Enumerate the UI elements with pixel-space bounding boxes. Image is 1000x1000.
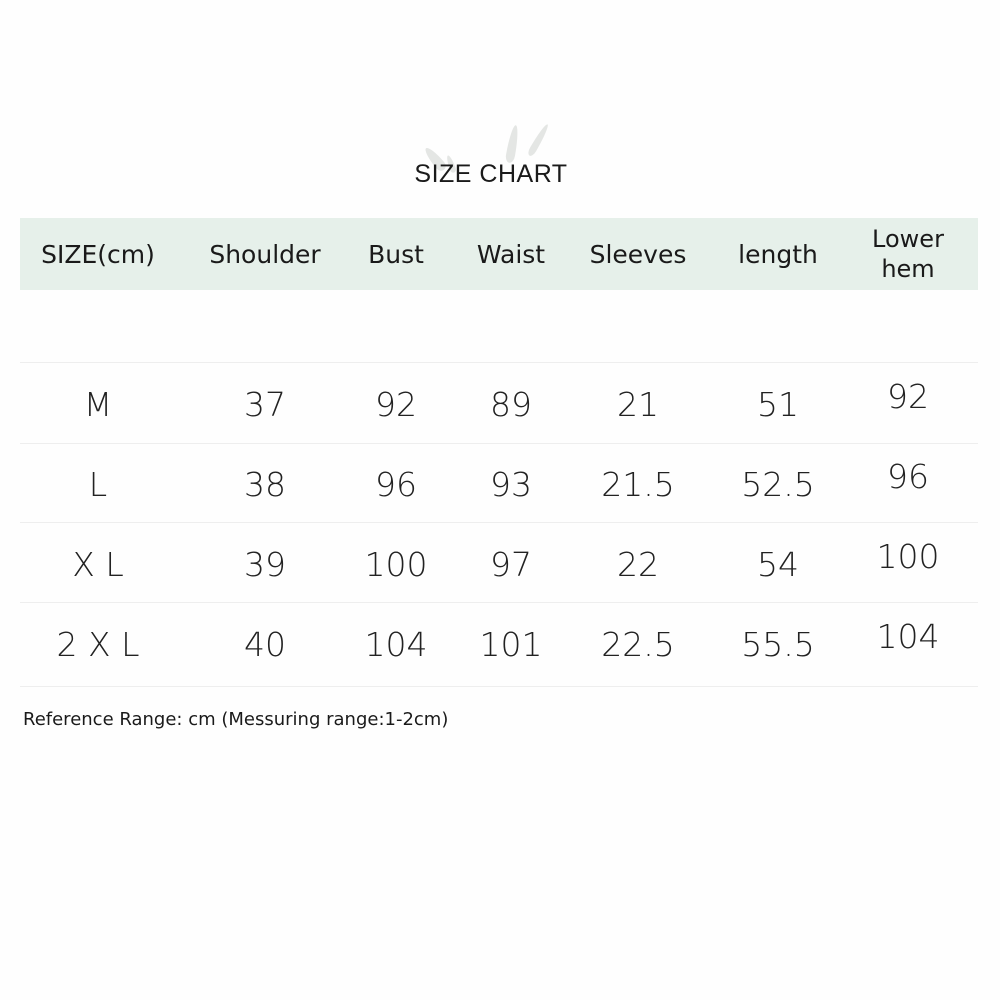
row-divider	[20, 443, 978, 444]
column-header: Sleeves	[589, 240, 687, 269]
table-cell: 39	[244, 545, 286, 584]
table-cell: 97	[490, 545, 532, 584]
table-cell: 37	[244, 385, 286, 424]
table-cell: 96	[887, 457, 929, 496]
column-header: Bust	[368, 240, 424, 269]
table-cell: 21.5	[601, 465, 675, 504]
table-cell: L	[88, 465, 108, 504]
table-cell: 96	[375, 465, 417, 504]
table-cell: 52.5	[741, 465, 815, 504]
row-divider	[20, 602, 978, 603]
table-cell: 40	[244, 625, 286, 664]
column-header: Waist	[476, 240, 546, 269]
table-header-band	[20, 218, 978, 290]
table-cell: X L	[72, 545, 124, 584]
table-cell: 101	[479, 625, 543, 664]
row-divider	[20, 362, 978, 363]
table-cell: 104	[364, 625, 428, 664]
table-cell: 38	[244, 465, 286, 504]
table-cell: 55.5	[741, 625, 815, 664]
table-cell: 92	[375, 385, 417, 424]
table-cell: 100	[364, 545, 428, 584]
table-cell: 21	[617, 385, 659, 424]
table-cell: 51	[757, 385, 799, 424]
page-title: SIZE CHART	[414, 160, 568, 188]
table-cell: 2 X L	[56, 625, 140, 664]
table-cell: 104	[876, 617, 940, 656]
table-cell: 100	[876, 537, 940, 576]
column-header: Lower hem	[872, 225, 944, 283]
table-cell: 54	[757, 545, 799, 584]
column-header: length	[738, 240, 818, 269]
column-header: Shoulder	[209, 240, 321, 269]
table-cell: 92	[887, 377, 929, 416]
table-cell: 22.5	[601, 625, 675, 664]
table-cell: 93	[490, 465, 532, 504]
reference-note: Reference Range: cm (Messuring range:1-2…	[23, 709, 449, 730]
table-cell: 22	[617, 545, 659, 584]
row-divider	[20, 686, 978, 687]
table-cell: M	[83, 385, 113, 424]
column-header: SIZE(cm)	[41, 240, 155, 269]
row-divider	[20, 522, 978, 523]
table-cell: 89	[490, 385, 532, 424]
